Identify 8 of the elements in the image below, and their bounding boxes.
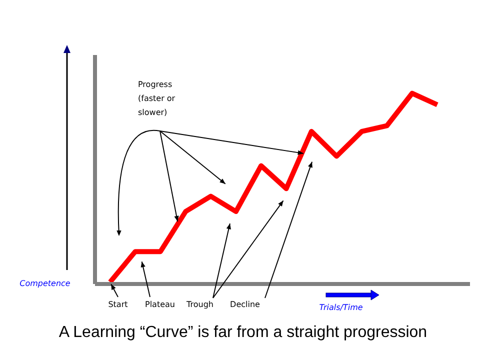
text: Plateau [145, 300, 175, 309]
text: Decline [230, 300, 260, 309]
text: Trough [186, 300, 214, 309]
text: A Learning “Curve” is far from a straight progression [58, 324, 428, 341]
annotation: Progress (faster or slower) [138, 80, 176, 117]
y-axis-title: Competence [20, 279, 70, 288]
text: Start [108, 300, 128, 309]
x-axis-title: Trials/Time [319, 303, 363, 312]
